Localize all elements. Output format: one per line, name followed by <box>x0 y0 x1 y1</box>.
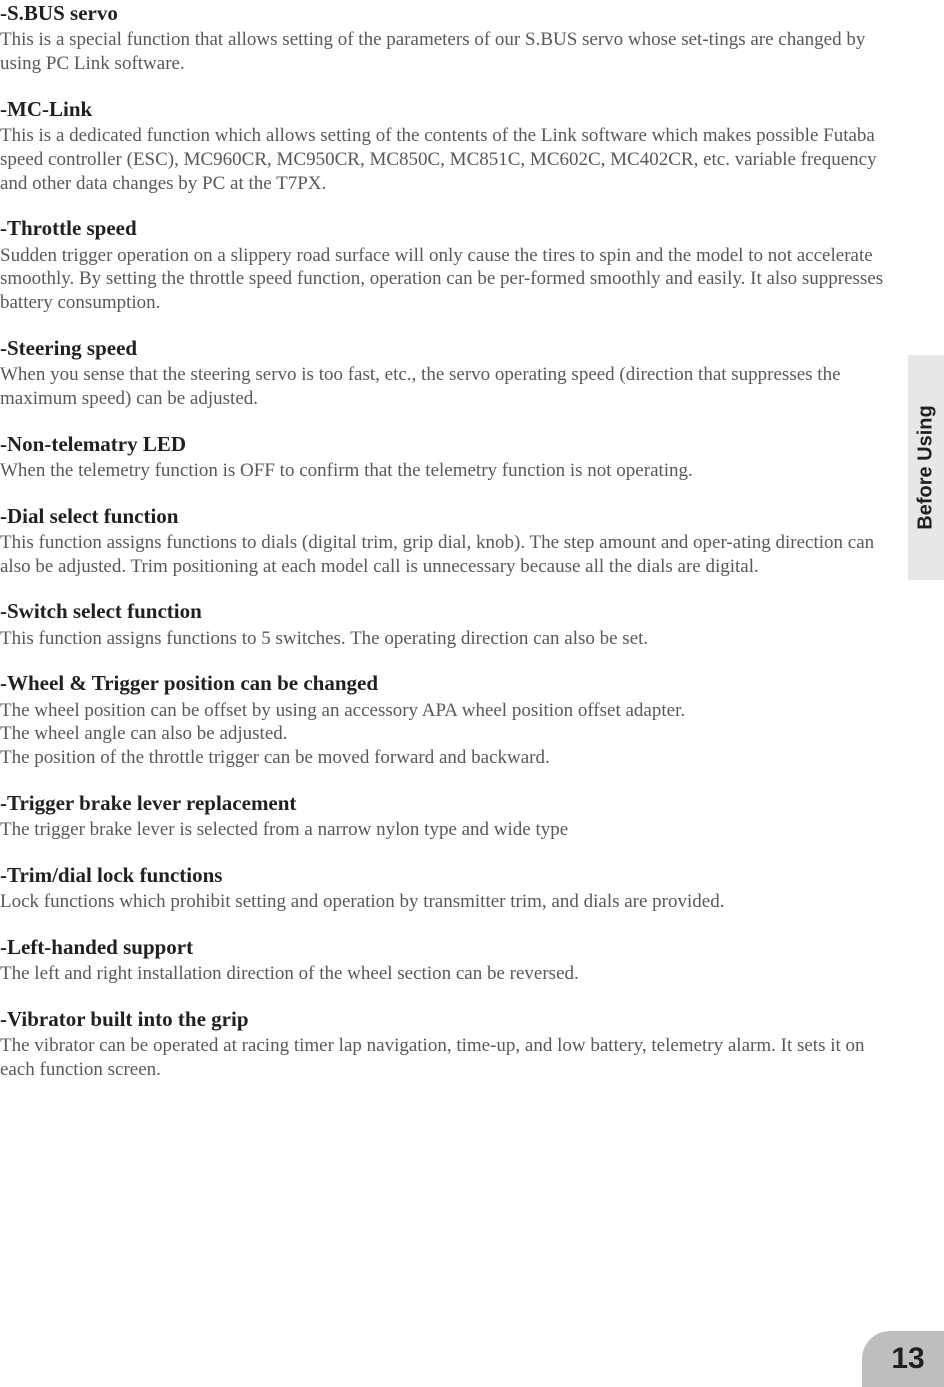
main-content: -S.BUS servo This is a special function … <box>0 0 944 1082</box>
section-body: This is a special function that allows s… <box>0 28 904 76</box>
section-heading: -Trigger brake lever replacement <box>0 790 904 816</box>
section-body: This is a dedicated function which allow… <box>0 124 904 195</box>
section: -MC-Link This is a dedicated function wh… <box>0 96 904 196</box>
section: -Wheel & Trigger position can be changed… <box>0 670 904 770</box>
section-heading: -Wheel & Trigger position can be changed <box>0 670 904 696</box>
section: -Dial select function This function assi… <box>0 503 904 579</box>
section-body: The trigger brake lever is selected from… <box>0 818 904 842</box>
side-tab: Before Using <box>908 355 944 580</box>
section-body: Sudden trigger operation on a slippery r… <box>0 244 904 315</box>
section-heading: -S.BUS servo <box>0 0 904 26</box>
section: -Throttle speed Sudden trigger operation… <box>0 215 904 315</box>
page-number: 13 <box>891 1342 924 1376</box>
section-body: The left and right installation directio… <box>0 962 904 986</box>
side-tab-label: Before Using <box>915 405 938 529</box>
section-body: When the telemetry function is OFF to co… <box>0 459 904 483</box>
section-heading: -Throttle speed <box>0 215 904 241</box>
section-heading: -Dial select function <box>0 503 904 529</box>
section-heading: -Left-handed support <box>0 934 904 960</box>
section: -Trigger brake lever replacement The tri… <box>0 790 904 842</box>
section: -Trim/dial lock functions Lock functions… <box>0 862 904 914</box>
section-heading: -Non-telematry LED <box>0 431 904 457</box>
section-body: This function assigns functions to dials… <box>0 531 904 579</box>
section-heading: -MC-Link <box>0 96 904 122</box>
section: -Non-telematry LED When the telemetry fu… <box>0 431 904 483</box>
page-number-box: 13 <box>862 1331 944 1387</box>
section: -Left-handed support The left and right … <box>0 934 904 986</box>
section-heading: -Steering speed <box>0 335 904 361</box>
section-body: The wheel position can be offset by usin… <box>0 699 904 770</box>
section-body: When you sense that the steering servo i… <box>0 363 904 411</box>
section: -Switch select function This function as… <box>0 598 904 650</box>
section-heading: -Trim/dial lock functions <box>0 862 904 888</box>
section: -Vibrator built into the grip The vibrat… <box>0 1006 904 1082</box>
section-heading: -Vibrator built into the grip <box>0 1006 904 1032</box>
section-heading: -Switch select function <box>0 598 904 624</box>
section: -Steering speed When you sense that the … <box>0 335 904 411</box>
section-body: Lock functions which prohibit setting an… <box>0 890 904 914</box>
section: -S.BUS servo This is a special function … <box>0 0 904 76</box>
section-body: The vibrator can be operated at racing t… <box>0 1034 904 1082</box>
section-body: This function assigns functions to 5 swi… <box>0 627 904 651</box>
